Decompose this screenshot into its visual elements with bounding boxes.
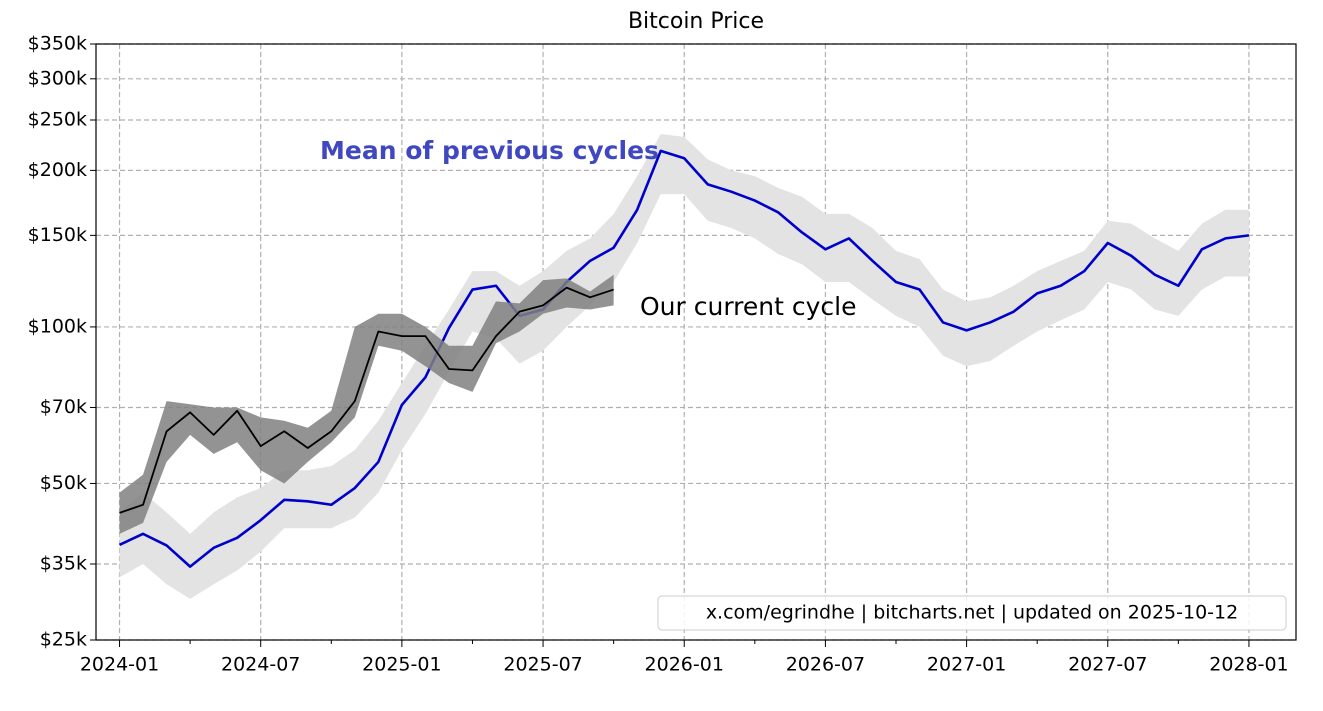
y-tick-label: $350k [28,33,87,55]
y-tick-label: $25k [40,629,87,651]
plot-frame [95,43,1297,641]
y-tick-label: $250k [28,108,87,130]
x-tick-label: 2026-01 [645,654,724,676]
x-tick-label: 2026-07 [786,654,865,676]
series-label: Mean of previous cycles [320,136,659,165]
x-tick-label: 2025-01 [362,654,441,676]
raw-price-band [119,274,614,534]
y-tick-label: $300k [28,67,87,89]
y-tick-label: $35k [40,553,87,575]
y-tick-label: $150k [28,224,87,246]
x-tick-label: 2024-01 [80,654,159,676]
chart-title: Bitcoin Price [628,9,764,34]
y-tick-label: $200k [28,159,87,181]
series-line [119,286,614,514]
y-tick-label: $100k [28,315,87,337]
footer-text: x.com/egrindhe | bitcharts.net | updated… [706,602,1238,624]
x-tick-label: 2028-01 [1209,654,1288,676]
x-tick-label: 2025-07 [503,654,582,676]
series-line [118,149,1250,568]
y-tick-label: $70k [40,396,87,418]
footer-box [657,595,1287,631]
x-tick-label: 2027-07 [1068,654,1147,676]
mean-band [119,133,1249,599]
series-label: Our current cycle [640,292,857,321]
x-tick-label: 2027-01 [927,654,1006,676]
y-tick-label: $50k [40,472,87,494]
x-tick-label: 2024-07 [221,654,300,676]
